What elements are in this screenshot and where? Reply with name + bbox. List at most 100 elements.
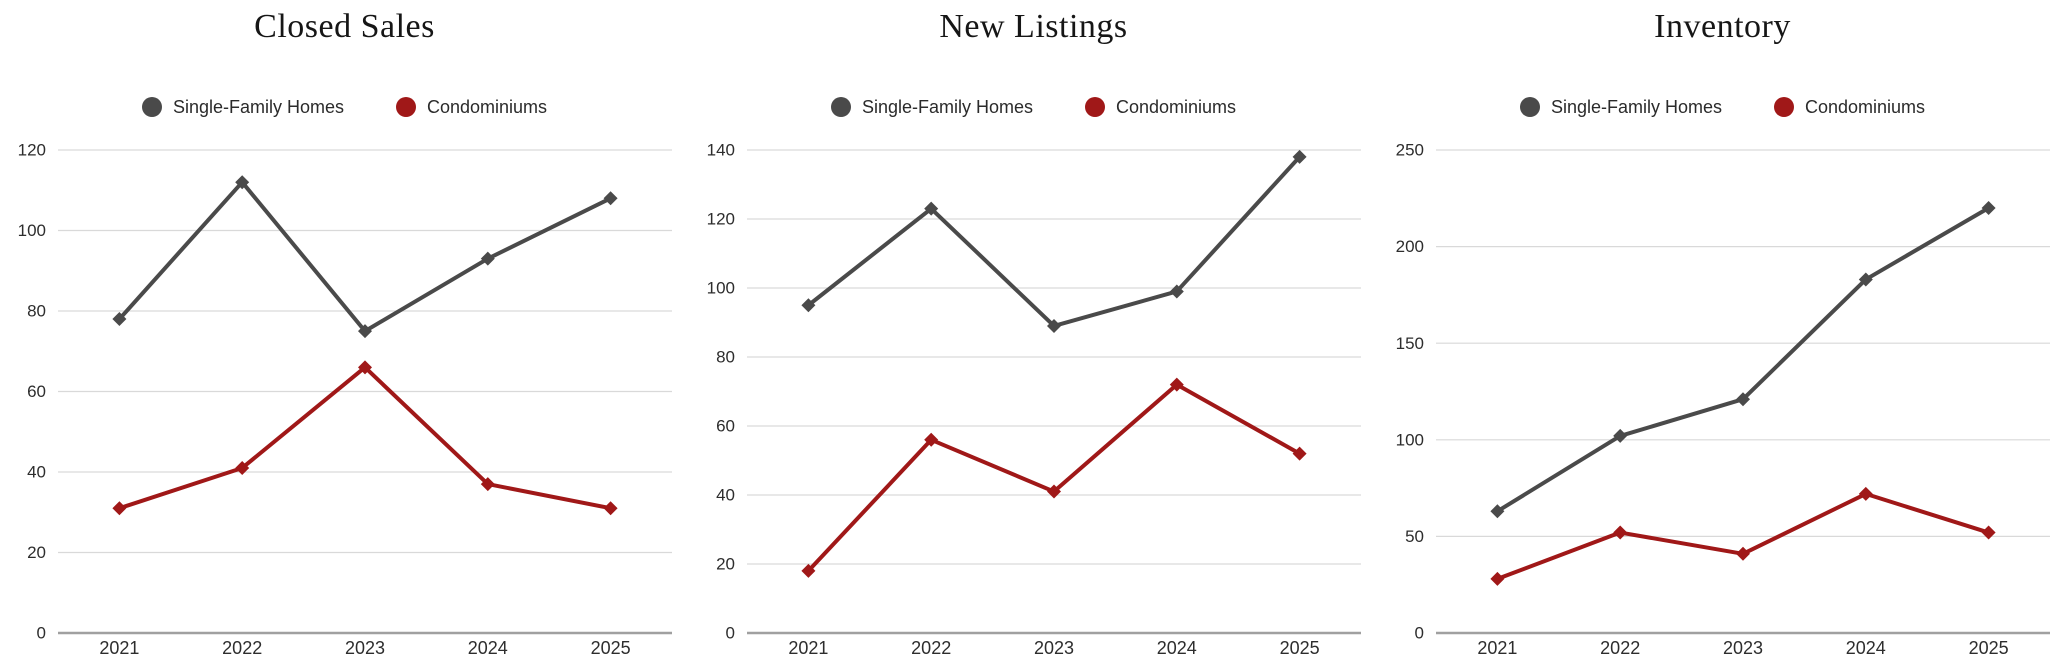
y-tick-label: 60	[27, 382, 46, 401]
y-tick-label: 200	[1396, 237, 1424, 256]
y-tick-label: 40	[27, 463, 46, 482]
legend-dot-condominiums-icon	[1773, 97, 1794, 117]
y-tick-label: 250	[1396, 141, 1424, 160]
series-line-single-family	[1495, 205, 1991, 514]
data-point-diamond-icon	[1858, 272, 1873, 287]
series-line-single-family	[117, 180, 613, 334]
legend-label-condominiums: Condominiums	[1115, 96, 1237, 117]
data-point-diamond-icon	[235, 460, 250, 475]
x-tick-label: 2023	[345, 638, 385, 658]
line-plot-closed-sales: 0 20 40 60 80 100 120 2021 2022 2023 2024 2025	[18, 141, 672, 658]
x-tick-label: 2025	[1280, 638, 1320, 658]
y-tick-label: 60	[716, 417, 735, 436]
y-tick-label: 0	[37, 624, 46, 643]
y-tick-label: 100	[18, 221, 46, 240]
y-tick-label: 50	[1405, 527, 1424, 546]
chart-title: New Listings	[939, 8, 1128, 45]
legend-dot-single-family-icon	[141, 97, 162, 117]
y-tick-label: 120	[707, 210, 735, 229]
series-line-condominiums	[806, 382, 1302, 573]
x-tick-label: 2022	[1600, 638, 1640, 658]
y-tick-label: 0	[726, 624, 735, 643]
data-point-diamond-icon	[603, 191, 618, 206]
data-point-diamond-icon	[112, 501, 127, 516]
data-point-diamond-icon	[1047, 484, 1061, 499]
legend-item-single-family: Single-Family Homes	[830, 96, 1033, 118]
chart-legend: Single-Family Homes Condominiums	[0, 94, 689, 120]
x-tick-label: 2023	[1034, 638, 1074, 658]
legend-dot-condominiums-icon	[1084, 97, 1105, 117]
data-point-diamond-icon	[924, 201, 939, 216]
data-point-diamond-icon	[480, 251, 495, 266]
line-plot-inventory: 0 50 100 150 200 250 2021 2022 2023 2024 2025	[1396, 141, 2050, 658]
chart-inventory: Inventory Single-Family Homes Condominiu…	[1378, 0, 2067, 665]
series-line-single-family	[806, 154, 1302, 328]
y-tick-label: 80	[27, 302, 46, 321]
data-point-diamond-icon	[358, 324, 372, 339]
data-point-diamond-icon	[1613, 525, 1628, 540]
legend-label-single-family: Single-Family Homes	[861, 96, 1033, 117]
legend-label-single-family: Single-Family Homes	[172, 96, 344, 117]
data-point-diamond-icon	[358, 360, 372, 375]
data-point-diamond-icon	[1736, 546, 1750, 561]
line-plot-new-listings: 0 20 40 60 80 100 120 140 2021 2022 2023 2024 2025	[707, 141, 1361, 658]
x-tick-label: 2025	[591, 638, 631, 658]
legend-item-condominiums: Condominiums	[1773, 96, 1926, 118]
legend-label-single-family: Single-Family Homes	[1550, 96, 1722, 117]
legend-item-single-family: Single-Family Homes	[1519, 96, 1722, 118]
x-tick-label: 2022	[911, 638, 951, 658]
data-point-diamond-icon	[1981, 525, 1996, 540]
data-point-diamond-icon	[1169, 377, 1184, 392]
legend-dot-single-family-icon	[1519, 97, 1540, 117]
chart-legend: Single-Family Homes Condominiums	[689, 94, 1378, 120]
data-point-diamond-icon	[1490, 504, 1505, 519]
data-point-diamond-icon	[801, 298, 816, 313]
data-point-diamond-icon	[235, 175, 250, 190]
x-tick-label: 2023	[1723, 638, 1763, 658]
chart-legend: Single-Family Homes Condominiums	[1378, 94, 2067, 120]
chart-new-listings: New Listings Single-Family Homes Condomi…	[689, 0, 1378, 665]
data-point-diamond-icon	[1169, 284, 1184, 299]
legend-dot-single-family-icon	[830, 97, 851, 117]
legend-label-condominiums: Condominiums	[1804, 96, 1926, 117]
y-tick-label: 100	[1396, 430, 1424, 449]
data-point-diamond-icon	[1047, 318, 1061, 333]
y-tick-label: 40	[716, 486, 735, 505]
data-point-diamond-icon	[1858, 486, 1873, 501]
x-tick-label: 2021	[99, 638, 139, 658]
data-point-diamond-icon	[1981, 200, 1996, 215]
y-tick-label: 20	[716, 555, 735, 574]
y-tick-label: 120	[18, 141, 46, 160]
y-tick-label: 150	[1396, 334, 1424, 353]
data-point-diamond-icon	[1490, 571, 1505, 586]
y-tick-label: 140	[707, 141, 735, 160]
data-point-diamond-icon	[1292, 149, 1307, 164]
legend-item-condominiums: Condominiums	[395, 96, 548, 118]
legend-item-single-family: Single-Family Homes	[141, 96, 344, 118]
chart-title: Closed Sales	[254, 8, 435, 45]
x-tick-label: 2024	[1846, 638, 1886, 658]
data-point-diamond-icon	[1613, 428, 1628, 443]
chart-title: Inventory	[1654, 8, 1791, 45]
y-tick-label: 80	[716, 348, 735, 367]
x-tick-label: 2021	[1477, 638, 1517, 658]
data-point-diamond-icon	[480, 477, 495, 492]
x-tick-label: 2024	[1157, 638, 1197, 658]
x-tick-label: 2025	[1969, 638, 2009, 658]
x-tick-label: 2024	[468, 638, 508, 658]
data-point-diamond-icon	[924, 432, 939, 447]
series-line-condominiums	[117, 365, 613, 511]
chart-closed-sales: Closed Sales Single-Family Homes Condomi…	[0, 0, 689, 665]
x-tick-label: 2021	[788, 638, 828, 658]
legend-dot-condominiums-icon	[395, 97, 416, 117]
y-tick-label: 0	[1415, 624, 1424, 643]
legend-label-condominiums: Condominiums	[426, 96, 548, 117]
data-point-diamond-icon	[1292, 446, 1307, 461]
data-point-diamond-icon	[603, 501, 618, 516]
data-point-diamond-icon	[1736, 392, 1750, 407]
y-tick-label: 100	[707, 279, 735, 298]
data-point-diamond-icon	[112, 312, 127, 327]
data-point-diamond-icon	[801, 563, 816, 578]
y-tick-label: 20	[27, 543, 46, 562]
